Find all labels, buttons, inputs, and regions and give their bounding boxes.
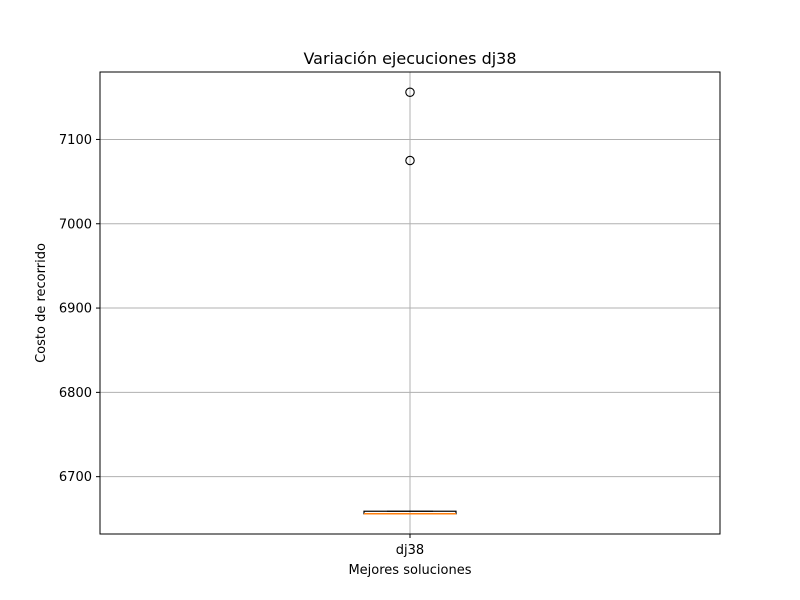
y-tick-label: 6800 (59, 386, 92, 401)
outlier-point (405, 155, 415, 166)
y-axis-label: Costo de recorrido (34, 243, 49, 363)
y-tick-label: 6700 (59, 470, 92, 485)
y-tick-label: 7100 (59, 133, 92, 148)
y-tick-label: 6900 (59, 302, 92, 317)
x-axis-label: Mejores soluciones (348, 563, 471, 578)
grid-layer (100, 72, 720, 534)
outlier-point (405, 87, 415, 97)
chart-title: Variación ejecuciones dj38 (303, 49, 516, 68)
x-tick-label: dj38 (396, 543, 424, 558)
y-tick-label: 7000 (59, 217, 92, 232)
box-layer (363, 87, 457, 515)
tick-layer: 6700 6800 6900 7000 7100 dj38 (59, 133, 424, 558)
